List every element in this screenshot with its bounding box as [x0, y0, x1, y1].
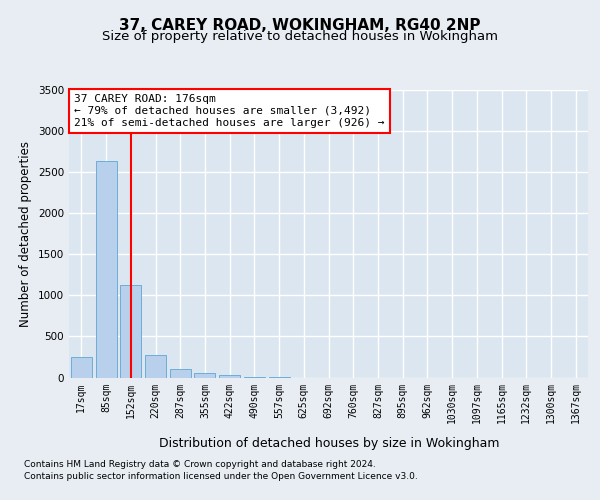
Bar	[145, 356, 166, 378]
Text: 37 CAREY ROAD: 176sqm
← 79% of detached houses are smaller (3,492)
21% of semi-d: 37 CAREY ROAD: 176sqm ← 79% of detached …	[74, 94, 385, 128]
Bar	[194, 374, 215, 378]
Bar	[219, 374, 240, 378]
Text: Distribution of detached houses by size in Wokingham: Distribution of detached houses by size …	[158, 438, 499, 450]
Bar	[269, 377, 290, 378]
Bar	[244, 377, 265, 378]
Text: Contains HM Land Registry data © Crown copyright and database right 2024.: Contains HM Land Registry data © Crown c…	[24, 460, 376, 469]
Text: 37, CAREY ROAD, WOKINGHAM, RG40 2NP: 37, CAREY ROAD, WOKINGHAM, RG40 2NP	[119, 18, 481, 32]
Text: Size of property relative to detached houses in Wokingham: Size of property relative to detached ho…	[102, 30, 498, 43]
Bar	[71, 357, 92, 378]
Bar	[170, 370, 191, 378]
Bar	[95, 162, 116, 378]
Text: Contains public sector information licensed under the Open Government Licence v3: Contains public sector information licen…	[24, 472, 418, 481]
Y-axis label: Number of detached properties: Number of detached properties	[19, 141, 32, 327]
Bar	[120, 284, 141, 378]
